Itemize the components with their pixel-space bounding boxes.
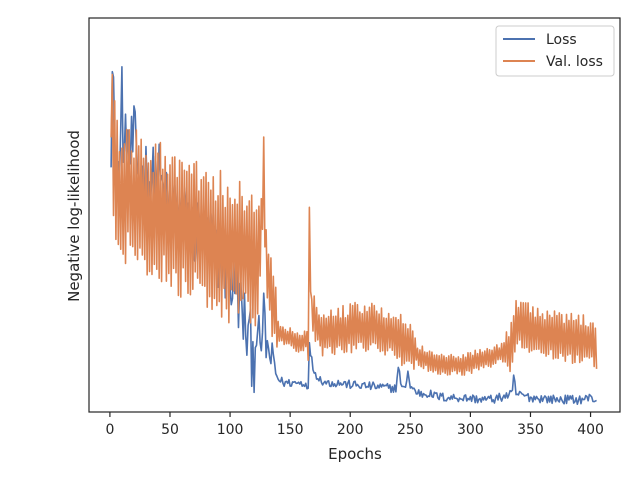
legend-label-loss: Loss bbox=[546, 32, 577, 48]
x-tick-label: 400 bbox=[577, 422, 604, 438]
x-tick-label: 300 bbox=[457, 422, 484, 438]
x-tick-label: 50 bbox=[161, 422, 179, 438]
x-tick-label: 150 bbox=[277, 422, 304, 438]
x-tick-label: 0 bbox=[105, 422, 114, 438]
plot-frame bbox=[88, 17, 621, 413]
x-axis-ticks: 0 50 100 150 200 250 300 350 400 bbox=[105, 412, 604, 438]
x-tick-label: 250 bbox=[397, 422, 424, 438]
x-tick-label: 350 bbox=[517, 422, 544, 438]
legend-label-val-loss: Val. loss bbox=[546, 54, 603, 70]
series-line-val-loss bbox=[110, 73, 598, 376]
x-axis-label: Epochs bbox=[328, 445, 382, 463]
series-layer bbox=[110, 65, 598, 406]
y-axis-label: Negative log-likelihood bbox=[65, 130, 83, 302]
x-tick-label: 200 bbox=[337, 422, 364, 438]
legend: Loss Val. loss bbox=[495, 25, 615, 77]
x-tick-label: 100 bbox=[217, 422, 244, 438]
